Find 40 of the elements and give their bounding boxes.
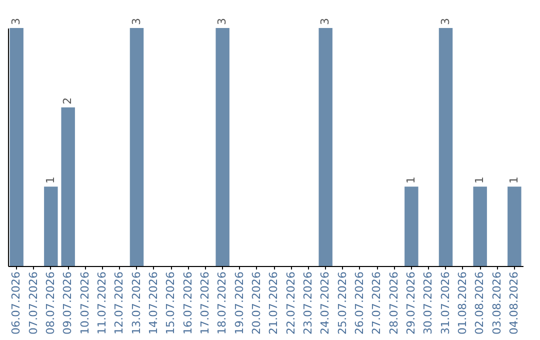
x-tick-label: 24.07.2026 [318,272,332,334]
x-tick-label: 06.07.2026 [10,272,23,334]
data-label: 1 [44,176,57,184]
x-tick-label: 29.07.2026 [404,272,418,334]
data-label: 3 [10,18,23,25]
x-tick-label: 17.07.2026 [198,272,212,334]
x-tick-label: 23.07.2026 [301,272,314,334]
x-tick-label: 13.07.2026 [130,272,143,334]
data-label: 3 [130,18,143,25]
x-tick-label: 31.07.2026 [438,272,452,334]
x-tick-label: 07.07.2026 [26,272,40,334]
data-label: 3 [216,18,229,25]
x-tick-label: 01.08.2026 [456,272,469,334]
x-tick-label: 09.07.2026 [61,272,74,334]
data-label: 3 [438,18,452,25]
data-label: 1 [507,176,520,184]
x-tick-label: 21.07.2026 [267,272,280,334]
data-label: 3 [318,18,332,25]
x-tick-label: 19.07.2026 [232,272,246,334]
data-label: 1 [404,176,418,184]
x-tick-label: 11.07.2026 [95,272,108,334]
x-tick-label: 22.07.2026 [284,272,298,334]
x-tick-label: 14.07.2026 [146,272,160,334]
x-tick-label: 12.07.2026 [112,272,126,334]
x-tick-label: 28.07.2026 [387,272,400,334]
x-tick-label: 18.07.2026 [216,272,229,334]
x-tick-label: 25.07.2026 [336,272,349,334]
x-tick-label: 08.07.2026 [44,272,57,334]
x-tick-label: 02.08.2026 [473,272,486,334]
data-label: 2 [61,97,74,104]
x-tick-label: 20.07.2026 [250,272,263,334]
x-tick-label: 16.07.2026 [181,272,194,334]
x-tick-label: 26.07.2026 [352,272,366,334]
x-tick-label: 04.08.2026 [507,272,520,334]
data-label: 1 [473,176,486,184]
x-tick-label: 10.07.2026 [78,272,92,334]
x-tick-label: 27.07.2026 [370,272,384,334]
x-tick-label: 15.07.2026 [164,272,178,334]
x-tick-label: 30.07.2026 [422,272,435,334]
x-tick-label: 03.08.2026 [490,272,504,334]
